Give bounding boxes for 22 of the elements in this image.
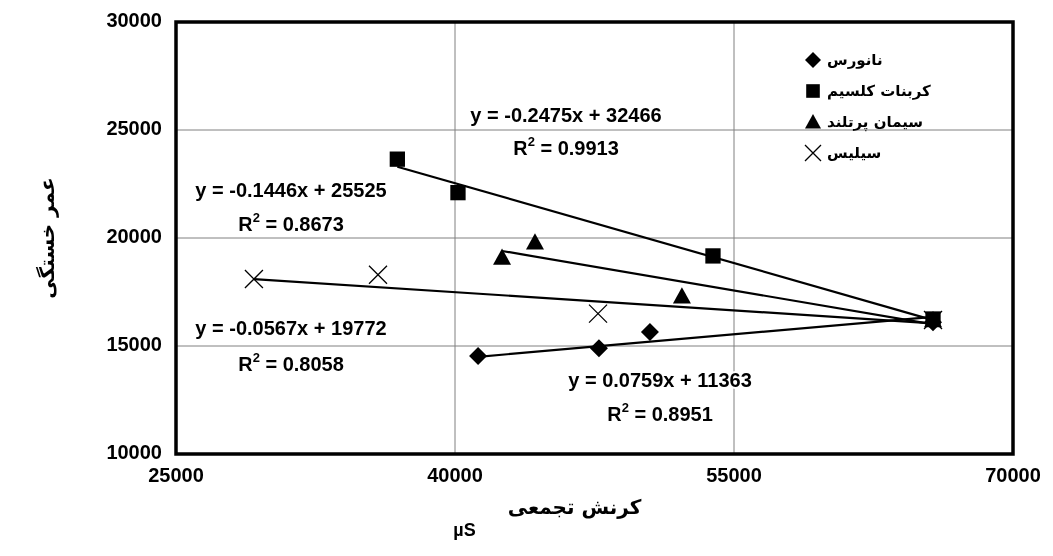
legend-label: کربنات کلسیم <box>827 81 932 100</box>
y-tick-label: 15000 <box>106 333 162 356</box>
x-tick-label: 70000 <box>985 464 1041 486</box>
legend-label: نانورس <box>827 50 883 69</box>
x-tick-label: 25000 <box>148 464 204 486</box>
annotation: R$^{2}$ = 0.8673 <box>238 209 344 236</box>
legend-label: سیلیس <box>827 143 882 162</box>
annotation: y = -0.2475x + 32466 <box>470 104 662 127</box>
annotation: R$^{2}$ = 0.9913 <box>513 133 619 160</box>
y-tick-label: 25000 <box>106 117 162 140</box>
annotation: R$^{2}$ = 0.8058 <box>238 349 344 376</box>
x-tick-label: 40000 <box>427 464 483 486</box>
annotation: R$^{2}$ = 0.8951 <box>607 399 713 426</box>
x-tick-label: 55000 <box>706 464 762 486</box>
annotation: y = -0.1446x + 25525 <box>195 179 387 202</box>
annotation: y = 0.0759x + 11363 <box>568 369 752 392</box>
legend-label: سیمان پرتلند <box>827 112 924 132</box>
y-tick-label: 10000 <box>106 441 162 464</box>
y-tick-label: 20000 <box>106 225 162 248</box>
y-axis-title: عمر خستگی <box>34 177 59 299</box>
annotation: y = -0.0567x + 19772 <box>195 317 387 340</box>
y-tick-label: 30000 <box>106 9 162 32</box>
